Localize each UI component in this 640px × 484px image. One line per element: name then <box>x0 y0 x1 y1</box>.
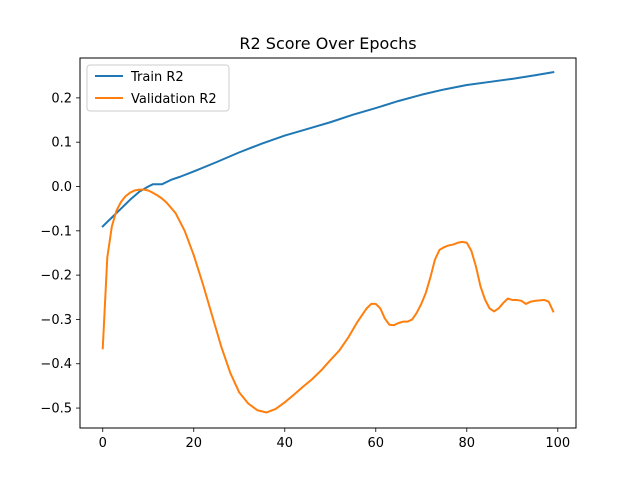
x-tick-label: 20 <box>185 436 202 451</box>
x-tick-label: 60 <box>368 436 385 451</box>
y-tick-label: −0.4 <box>40 357 72 372</box>
y-tick-label: −0.2 <box>40 269 72 284</box>
chart-title: R2 Score Over Epochs <box>239 34 416 53</box>
x-tick-label: 40 <box>276 436 293 451</box>
y-tick-label: −0.1 <box>40 224 72 239</box>
y-tick-label: 0.1 <box>51 136 72 151</box>
x-tick-label: 0 <box>99 436 107 451</box>
y-tick-label: −0.3 <box>40 313 72 328</box>
series-layer <box>101 71 555 414</box>
y-tick-label: −0.5 <box>40 402 72 417</box>
y-tick-label: 0.0 <box>51 180 72 195</box>
x-tick-label: 100 <box>545 436 570 451</box>
legend-label-validation-r2: Validation R2 <box>131 92 217 107</box>
x-axis: 0 20 40 60 80 100 <box>99 428 570 451</box>
plot-area-frame <box>79 57 577 429</box>
legend-label-train-r2: Train R2 <box>130 70 184 85</box>
y-tick-label: 0.2 <box>51 91 72 106</box>
series-line-validation-r2 <box>101 188 555 414</box>
y-axis: −0.5 −0.4 −0.3 −0.2 −0.1 0.0 0.1 0.2 <box>40 91 80 417</box>
x-tick-label: 80 <box>459 436 476 451</box>
legend: Train R2 Validation R2 <box>86 64 230 112</box>
